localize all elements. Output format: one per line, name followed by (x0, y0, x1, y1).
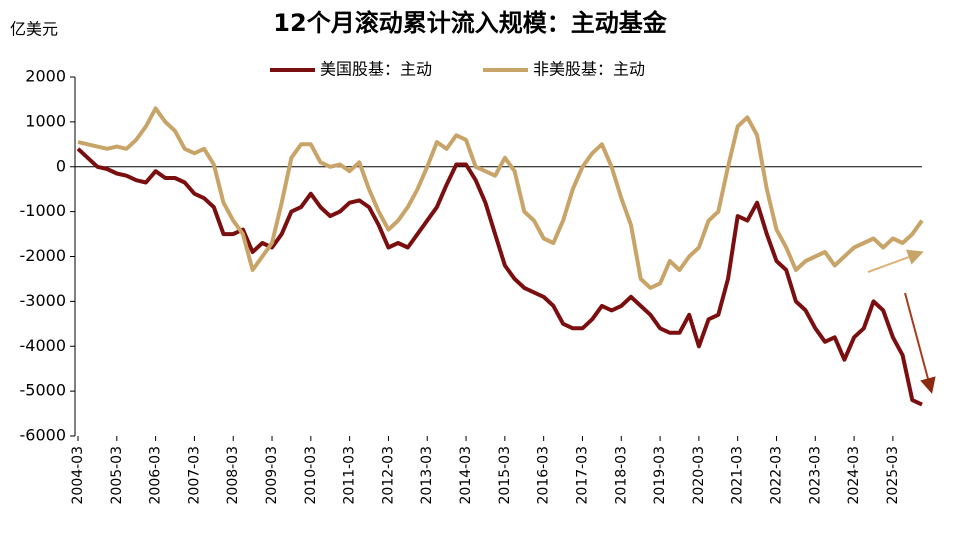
arrow (867, 249, 924, 273)
arrow (904, 292, 936, 394)
y-tick-label: -1000 (20, 201, 67, 220)
legend: 美国股基：主动 非美股基：主动 (270, 60, 645, 79)
x-tick-label: 2019-03 (652, 446, 668, 505)
y-tick-label: 0 (56, 156, 66, 175)
y-tick-label: -3000 (20, 291, 67, 310)
x-tick-label: 2006-03 (148, 446, 164, 505)
legend-label: 美国股基：主动 (320, 60, 432, 79)
x-tick-label: 2011-03 (342, 446, 358, 505)
x-tick-label: 2013-03 (419, 446, 435, 505)
series-line (76, 147, 923, 407)
x-tick-label: 2010-03 (303, 446, 319, 505)
y-tick-label: 1000 (25, 111, 66, 130)
x-tick-label: 2017-03 (574, 446, 590, 505)
x-tick-label: 2016-03 (536, 446, 552, 505)
x-tick-label: 2009-03 (264, 446, 280, 505)
legend-label: 非美股基：主动 (533, 60, 645, 79)
x-tick-label: 2024-03 (846, 446, 862, 505)
x-tick-label: 2008-03 (225, 446, 241, 505)
x-tick-label: 2022-03 (768, 446, 784, 505)
trend-arrows (867, 249, 936, 394)
x-tick-label: 2005-03 (109, 446, 125, 505)
x-tick-label: 2020-03 (691, 446, 707, 505)
y-tick-label: 2000 (25, 67, 66, 86)
x-tick-label: 2015-03 (497, 446, 513, 505)
x-tick-label: 2025-03 (885, 446, 901, 505)
y-tick-label: -4000 (20, 336, 67, 355)
x-tick-label: 2014-03 (458, 446, 474, 505)
x-tick-label: 2012-03 (380, 446, 396, 505)
y-tick-label: -5000 (20, 381, 67, 400)
x-tick-label: 2018-03 (613, 446, 629, 505)
chart-title: 12个月滚动累计流入规模：主动基金 (273, 9, 667, 37)
y-tick-label: -6000 (20, 426, 67, 445)
x-tick-label: 2021-03 (730, 446, 746, 505)
y-unit: 亿美元 (10, 20, 58, 39)
x-tick-label: 2004-03 (70, 446, 86, 505)
series-line (77, 106, 924, 290)
y-tick-label: -2000 (20, 246, 67, 265)
x-tick-label: 2023-03 (807, 446, 823, 505)
x-tick-label: 2007-03 (186, 446, 202, 505)
